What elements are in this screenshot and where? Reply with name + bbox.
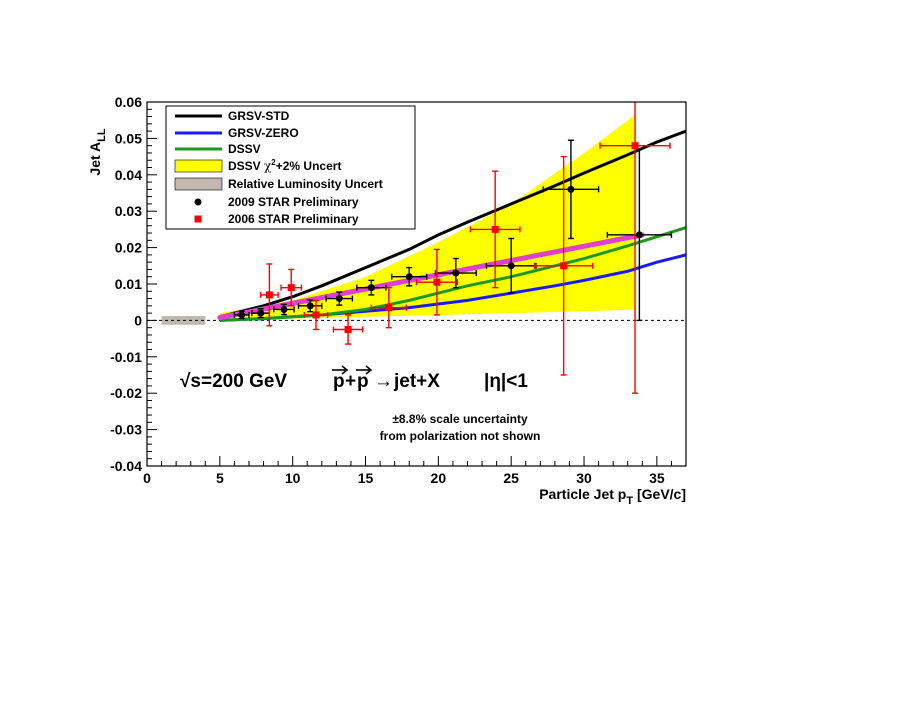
data-point	[257, 309, 265, 317]
legend-label-2006: 2006 STAR Preliminary	[228, 212, 359, 226]
data-point	[306, 302, 314, 310]
y-tick-label: 0.02	[115, 240, 142, 256]
legend-label-dssv-band: DSSV χ2+2% Uncert	[228, 158, 341, 173]
y-tick-label: -0.04	[110, 458, 142, 474]
data-point	[567, 185, 575, 193]
fit-line	[217, 232, 645, 320]
reaction-final-state: jet+X	[393, 371, 440, 392]
scale-uncertainty-line1: ±8.8% scale uncertainty	[392, 412, 528, 426]
reaction-proton-1: p	[333, 371, 345, 392]
data-point	[491, 225, 499, 233]
series-2006-star-preliminary	[259, 102, 671, 394]
x-tick-label: 0	[143, 470, 151, 486]
y-axis-title: Jet ALL	[87, 128, 108, 175]
data-point	[631, 142, 639, 150]
reaction-annotation: √s=200 GeV p + p → jet+X |η|<1	[180, 365, 528, 392]
legend-label-luminosity: Relative Luminosity Uncert	[228, 177, 383, 191]
polarization-arrowhead-1	[341, 365, 349, 375]
y-tick-label: -0.03	[110, 422, 142, 438]
legend-label-grsv-std: GRSV-STD	[228, 109, 290, 123]
data-point	[560, 262, 568, 270]
axis-ticks	[146, 101, 687, 467]
legend-label-2009: 2009 STAR Preliminary	[228, 195, 359, 209]
eta-cut-label: |η|<1	[484, 371, 528, 392]
y-tick-label: 0.04	[115, 167, 142, 183]
data-point	[312, 311, 320, 319]
x-tick-label: 20	[431, 470, 447, 486]
polarization-arrowhead-2	[365, 365, 373, 375]
legend-swatch-dssv-band	[174, 159, 223, 173]
series-2009-star-preliminary	[233, 139, 673, 322]
data-point	[287, 284, 295, 292]
reaction-proton-2: p	[357, 371, 369, 392]
reaction-plus: +	[345, 371, 356, 392]
legend-swatch-luminosity	[174, 177, 223, 191]
y-tick-label: 0	[134, 312, 142, 328]
data-point	[238, 311, 246, 319]
legend: GRSV-STD GRSV-ZERO DSSV DSSV χ2+2% Uncer…	[165, 105, 416, 230]
x-tick-label: 5	[216, 470, 224, 486]
x-tick-label: 35	[649, 470, 665, 486]
data-point	[280, 305, 288, 313]
data-points	[233, 102, 673, 394]
data-point	[335, 295, 343, 303]
y-tick-label: 0.01	[115, 276, 142, 292]
data-point	[433, 278, 441, 286]
y-tick-label: -0.02	[110, 385, 142, 401]
scale-uncertainty-line2: from polarization not shown	[380, 429, 541, 443]
data-point	[385, 304, 393, 312]
data-point	[452, 269, 460, 277]
y-tick-label: 0.05	[115, 130, 142, 146]
sqrt-s-label: √s=200 GeV	[180, 371, 287, 392]
x-tick-label: 10	[285, 470, 301, 486]
curve-dssv	[219, 226, 687, 322]
reaction-arrow: →	[374, 371, 393, 392]
legend-label-dssv: DSSV	[228, 142, 261, 156]
x-axis-title: Particle Jet pT [GeV/c]	[539, 486, 686, 507]
legend-marker-2009	[194, 198, 202, 206]
x-tick-label: 15	[358, 470, 374, 486]
x-tick-label: 25	[503, 470, 519, 486]
data-point	[635, 231, 643, 239]
data-point	[507, 262, 515, 270]
theory-curves	[219, 129, 687, 322]
data-point	[344, 326, 352, 333]
curve-grsv-std	[219, 129, 687, 319]
y-tick-label: -0.01	[110, 349, 142, 365]
y-tick-label: 0.03	[115, 203, 142, 219]
data-point	[405, 273, 413, 281]
x-tick-label: 30	[576, 470, 592, 486]
data-point	[265, 291, 273, 299]
legend-label-grsv-zero: GRSV-ZERO	[228, 126, 299, 140]
data-point	[367, 284, 375, 292]
y-tick-label: 0.06	[115, 94, 142, 110]
axis-tick-labels: 0 5 10 15 20 25 30 35 -0.04 -0.03 -0.02 -0.01 0 0.01 0…	[110, 94, 665, 486]
legend-marker-2006	[194, 215, 202, 223]
dssv-uncertainty-band	[219, 114, 636, 321]
